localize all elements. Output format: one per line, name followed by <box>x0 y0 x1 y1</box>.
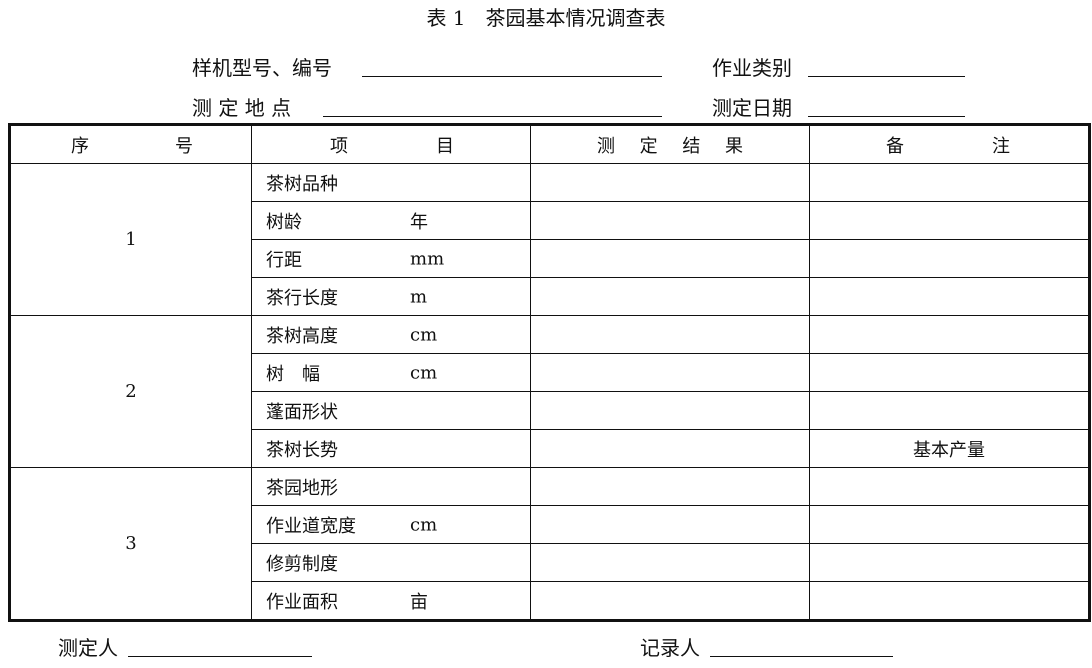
item-cell: 作业面积 亩 <box>251 581 531 621</box>
note-cell[interactable] <box>809 467 1090 506</box>
survey-table: 序号 项目 测定结果 备注 1 茶树品种 树龄年行距 mm 茶行长度 m 2 茶树高度 cm 树 … <box>8 123 1091 622</box>
recorder-label: 记录人 <box>640 636 700 660</box>
item-name: 茶树长势 <box>266 439 338 461</box>
item-name: 蓬面形状 <box>266 401 338 423</box>
item-unit: mm <box>410 248 445 269</box>
result-cell[interactable] <box>530 163 810 202</box>
item-name: 树龄 <box>266 211 302 233</box>
note-cell[interactable] <box>809 315 1090 354</box>
item-name: 行距 <box>266 249 302 271</box>
col-header-result: 测定结果 <box>530 124 810 164</box>
item-cell: 茶树高度 cm <box>251 315 531 354</box>
date-blank[interactable] <box>808 116 965 117</box>
item-cell: 茶树品种 <box>251 163 531 202</box>
item-unit: cm <box>410 324 438 345</box>
note-cell[interactable] <box>809 201 1090 240</box>
item-name: 茶树品种 <box>266 173 338 195</box>
item-unit: 亩 <box>410 591 428 613</box>
location-blank[interactable] <box>323 116 662 117</box>
table-row: 蓬面形状 <box>10 391 1090 430</box>
header-char: 注 <box>992 135 1010 157</box>
item-cell: 树龄 年 <box>251 201 531 240</box>
note-cell[interactable] <box>809 163 1090 202</box>
table-row: 2 茶树高度 cm <box>9 315 1090 468</box>
result-cell[interactable] <box>530 467 810 506</box>
item-name: 修剪制度 <box>266 553 338 575</box>
recorder-blank[interactable] <box>710 656 893 657</box>
item-cell: 茶行长度 m <box>251 277 531 316</box>
group-number: 3 <box>9 467 252 621</box>
item-name: 作业道宽度 <box>266 515 356 537</box>
group-number: 1 <box>9 163 252 316</box>
category-label: 作业类别 <box>712 56 792 80</box>
result-cell[interactable] <box>530 543 810 582</box>
item-cell: 茶园地形 <box>251 467 531 506</box>
item-cell: 行距 mm <box>251 239 531 278</box>
item-cell: 树 幅 cm <box>251 353 531 392</box>
header-char: 测 <box>597 135 615 157</box>
col-header-note: 备注 <box>809 124 1090 164</box>
table-row: 作业道宽度 cm <box>10 505 1090 544</box>
item-name: 茶行长度 <box>266 287 338 309</box>
model-blank[interactable] <box>362 76 662 77</box>
header-char: 果 <box>724 135 743 157</box>
location-label: 测 定 地 点 <box>192 96 292 120</box>
header-char: 序 <box>71 135 89 157</box>
note-cell[interactable] <box>809 581 1090 621</box>
item-cell: 作业道宽度 cm <box>251 505 531 544</box>
measurer-blank[interactable] <box>128 656 312 657</box>
item-cell: 蓬面形状 <box>251 391 531 430</box>
result-cell[interactable] <box>530 581 810 621</box>
date-label: 测定日期 <box>712 96 792 120</box>
item-name: 树 幅 <box>266 363 320 385</box>
item-unit: cm <box>410 514 438 535</box>
category-blank[interactable] <box>808 76 965 77</box>
item-cell: 茶树长势 <box>251 429 531 468</box>
item-name: 茶园地形 <box>266 477 338 499</box>
measurer-label: 测定人 <box>58 636 118 660</box>
note-cell[interactable] <box>809 505 1090 544</box>
note-cell[interactable]: 基本产量 <box>809 429 1090 468</box>
table-row: 树 幅 cm <box>10 353 1090 392</box>
header-row: 序号 项目 测定结果 备注 <box>9 124 1090 164</box>
table-row: 行距 mm <box>10 239 1090 278</box>
note-cell[interactable] <box>809 391 1090 430</box>
table-row: 树龄 年 <box>10 201 1090 240</box>
header-char: 目 <box>436 135 454 157</box>
table-row: 1 茶树品种 <box>9 163 1090 316</box>
header-char: 备 <box>886 135 904 157</box>
item-unit: cm <box>410 362 438 383</box>
item-unit: m <box>410 286 428 307</box>
result-cell[interactable] <box>530 315 810 354</box>
model-label: 样机型号、编号 <box>192 56 332 80</box>
table-row: 茶树长势 基本产量 <box>10 429 1090 468</box>
table-title: 表 1 茶园基本情况调查表 <box>426 6 666 30</box>
table-row: 作业面积 亩 <box>10 581 1090 621</box>
group-number: 2 <box>9 315 252 468</box>
table-row: 3 茶园地形 <box>9 467 1090 621</box>
header-char: 定 <box>639 135 658 157</box>
result-cell[interactable] <box>530 429 810 468</box>
item-name: 作业面积 <box>266 591 338 613</box>
col-header-number: 序号 <box>9 124 252 164</box>
table-row: 茶行长度 m <box>10 277 1090 316</box>
result-cell[interactable] <box>530 353 810 392</box>
header-char: 结 <box>682 135 701 157</box>
header-char: 项 <box>330 135 348 157</box>
item-cell: 修剪制度 <box>251 543 531 582</box>
result-cell[interactable] <box>530 391 810 430</box>
col-header-item: 项目 <box>251 124 531 164</box>
result-cell[interactable] <box>530 239 810 278</box>
result-cell[interactable] <box>530 505 810 544</box>
note-cell[interactable] <box>809 543 1090 582</box>
item-unit: 年 <box>410 211 428 233</box>
note-cell[interactable] <box>809 239 1090 278</box>
header-char: 号 <box>175 135 193 157</box>
note-cell[interactable] <box>809 353 1090 392</box>
item-name: 茶树高度 <box>266 325 338 347</box>
note-cell[interactable] <box>809 277 1090 316</box>
result-cell[interactable] <box>530 201 810 240</box>
result-cell[interactable] <box>530 277 810 316</box>
